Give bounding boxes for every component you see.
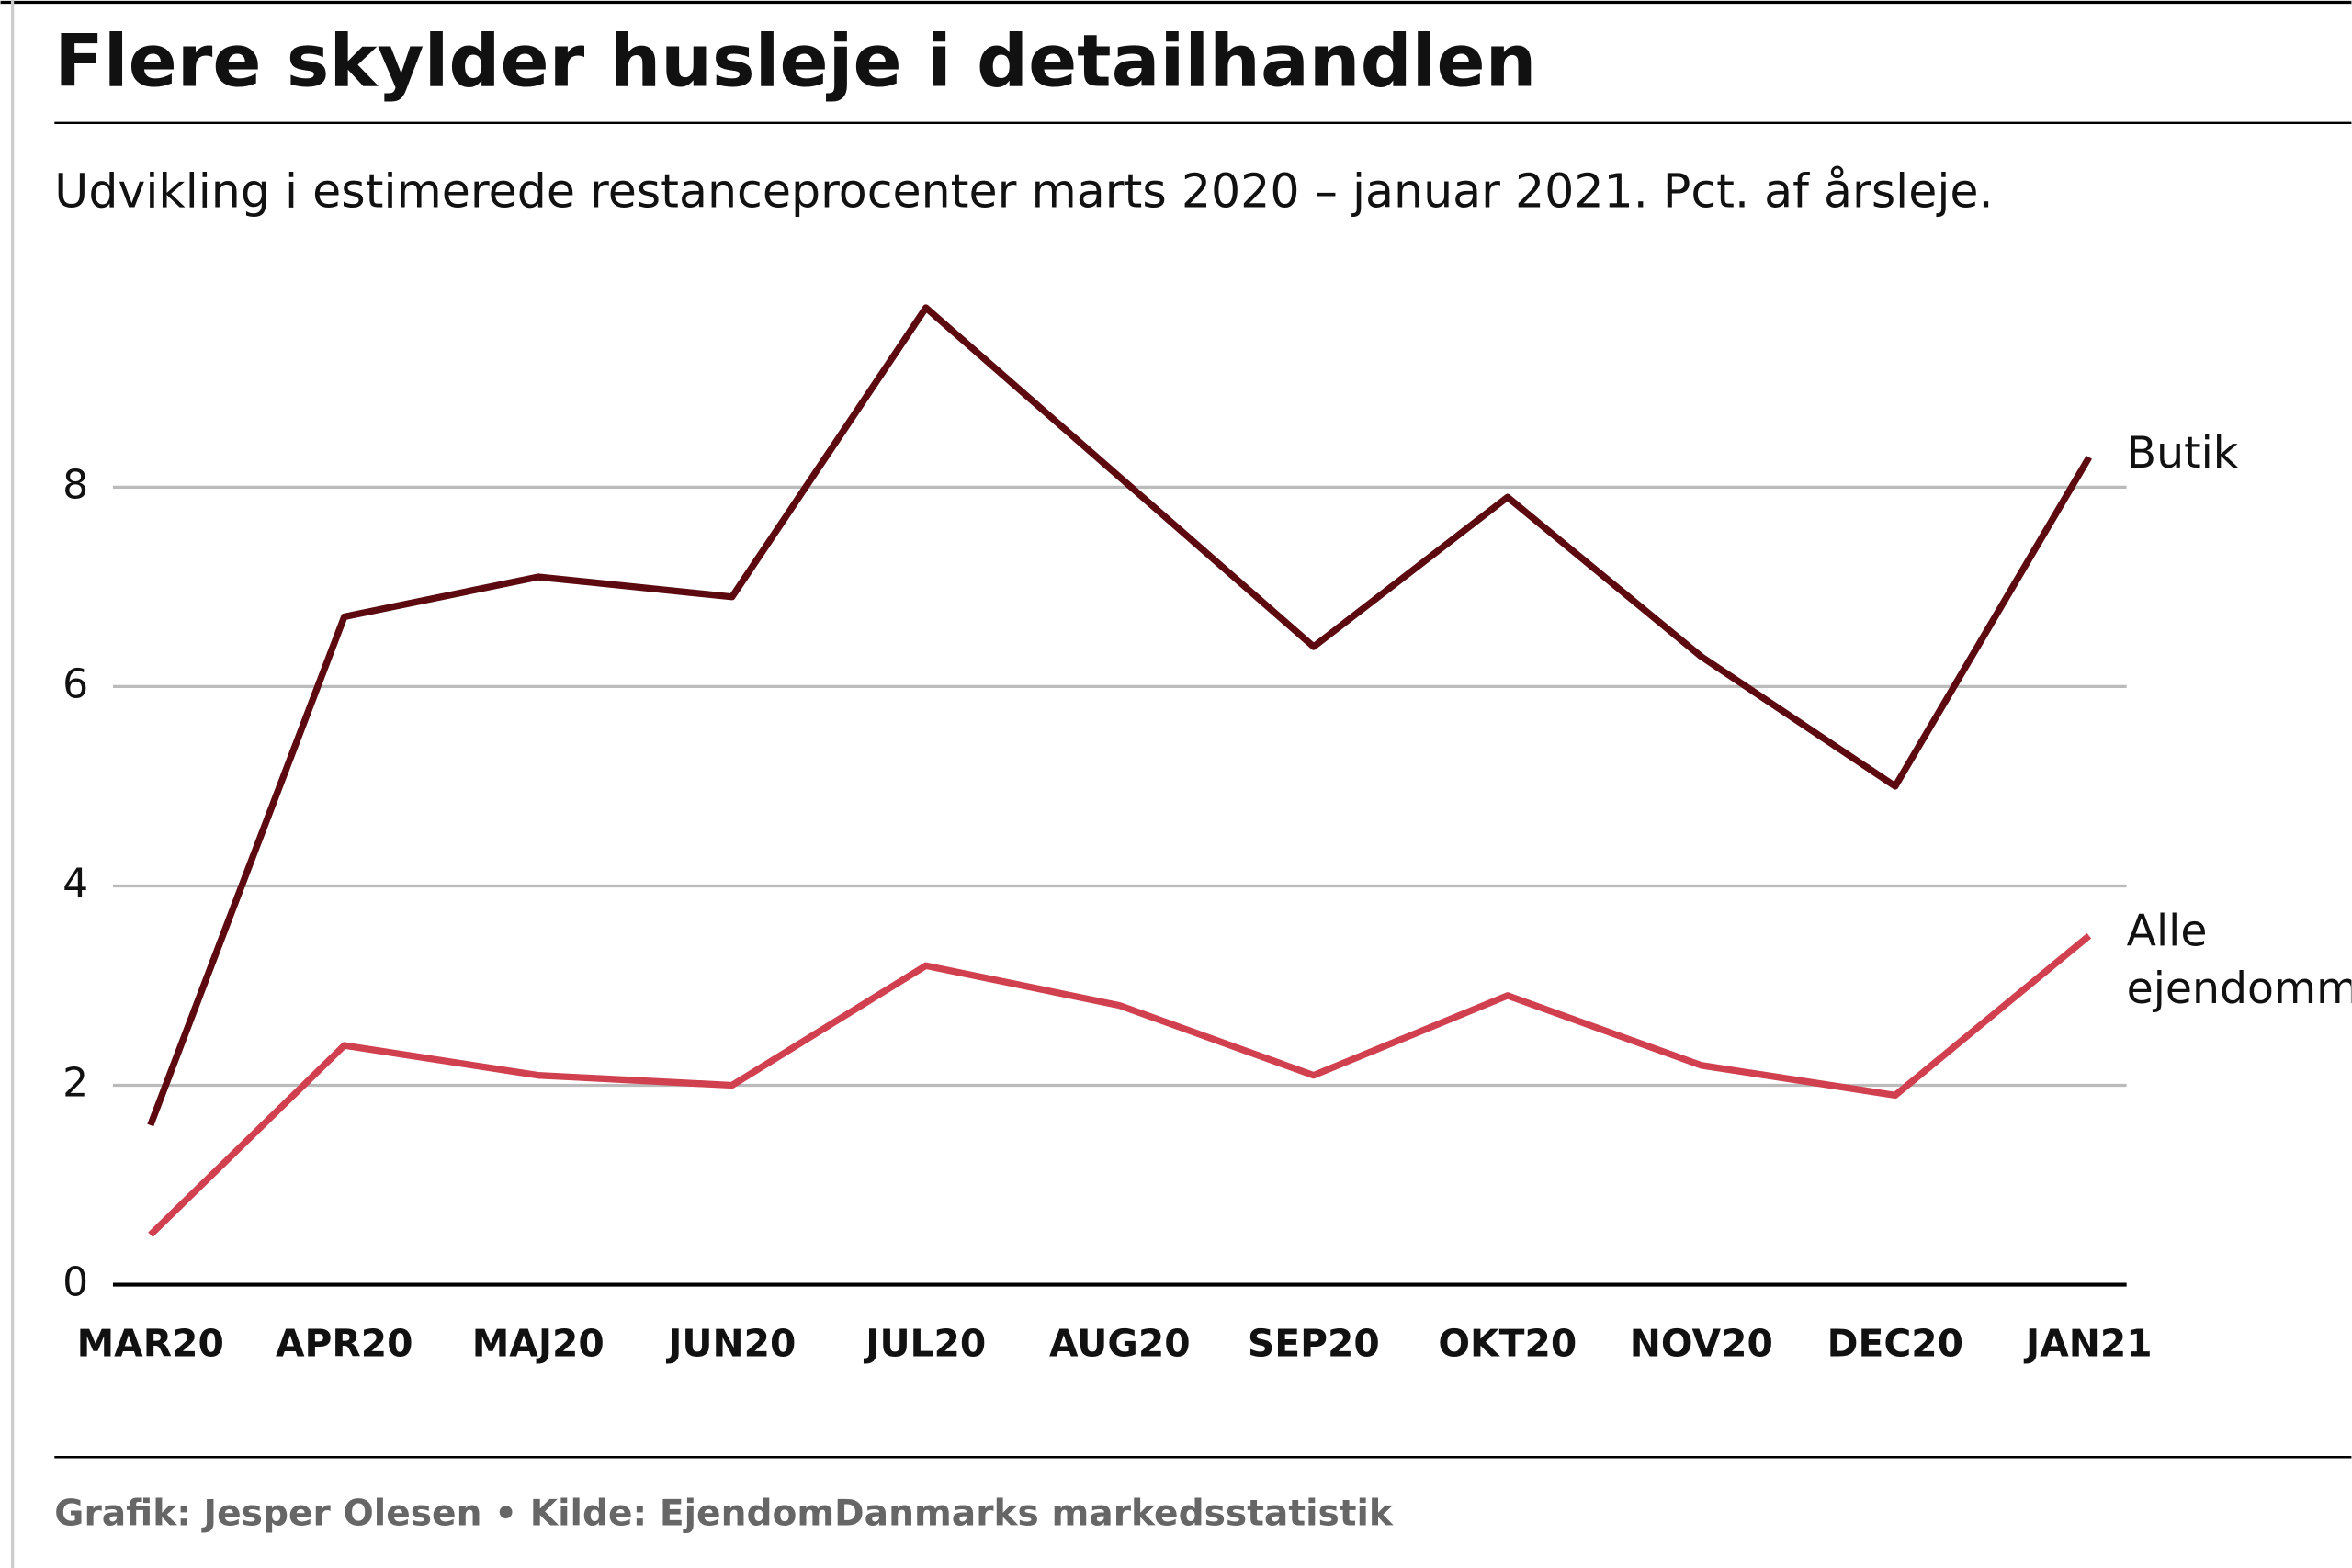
y-tick-label: 2 [62,1060,88,1107]
x-tick-label: JAN21 [2023,1321,2153,1365]
x-tick-label: DEC20 [1827,1321,1963,1365]
line-series [147,304,2093,1127]
x-tick-label: NOV20 [1630,1321,1773,1365]
x-tick-label: JUL20 [863,1321,986,1365]
series-label-text: Alle ejendomme [2126,906,2352,1014]
x-tick-label: OKT20 [1438,1321,1577,1365]
y-tick-label: 6 [62,660,88,707]
line-series [148,932,2092,1237]
chart-title: Flere skylder husleje i detailhandlen [54,19,1536,103]
y-tick-label: 0 [62,1259,88,1306]
y-tick-label: 4 [62,860,88,907]
source: Grafik: Jesper Olesen • Kilde: EjendomDa… [54,1493,1394,1534]
chart-subtitle: Udvikling i estimerede restanceprocenter… [54,164,1993,219]
series-label-text: Butik [2126,427,2239,479]
x-tick-label: APR20 [276,1321,413,1365]
x-tick-label: JUN20 [665,1321,796,1365]
series-label: Butik [2126,427,2239,479]
series-label: Alle ejendomme [2126,906,2352,1014]
x-tick-label: MAJ20 [472,1321,605,1365]
y-tick-label: 8 [62,461,88,508]
x-tick-label: AUG20 [1049,1321,1191,1365]
x-tick-label: MAR20 [77,1321,224,1365]
x-tick-label: SEP20 [1248,1321,1380,1365]
